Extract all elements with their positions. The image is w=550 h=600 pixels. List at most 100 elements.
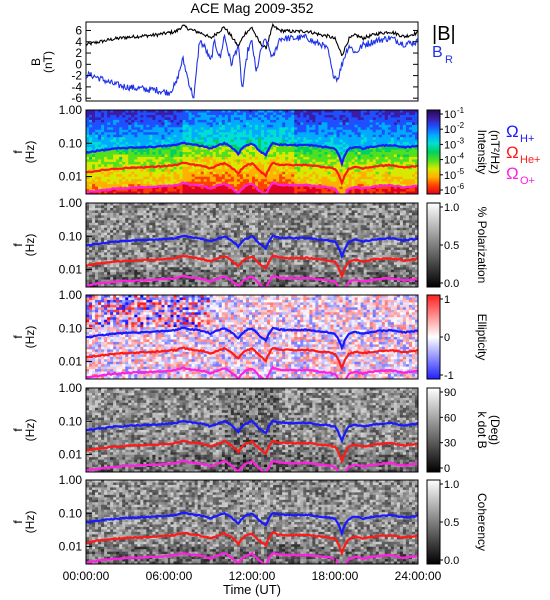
spectrogram-cell (86, 215, 90, 219)
spectrogram-cell (161, 149, 165, 153)
spectrogram-cell (140, 212, 144, 216)
spectrogram-cell (149, 212, 153, 216)
spectrogram-cell (381, 127, 386, 131)
spectrogram-cell (402, 110, 407, 113)
spectrogram-cell (158, 259, 162, 263)
spectrogram-cell (197, 129, 202, 133)
spectrogram-cell (155, 230, 159, 234)
spectrogram-cell (402, 171, 407, 175)
spectrogram-cell (348, 114, 352, 118)
spectrogram-cell (104, 217, 108, 221)
spectrogram-cell (297, 114, 301, 118)
spectrogram-cell (122, 144, 126, 148)
spectrogram-cell (279, 169, 283, 173)
spectrogram-cell (161, 282, 165, 285)
spectrogram-cell (279, 166, 283, 170)
spectrogram-cell (203, 129, 208, 133)
spectrogram-cell (351, 161, 356, 165)
spectrogram-cell (312, 186, 316, 190)
spectrogram-cell (396, 142, 401, 145)
spectrogram-cell (185, 247, 190, 251)
spectrogram-cell (324, 149, 328, 153)
spectrogram-cell (89, 156, 93, 160)
spectrogram-cell (95, 129, 99, 133)
spectrogram-cell (239, 156, 244, 160)
spectrogram-cell (393, 117, 398, 121)
spectrogram-cell (137, 124, 141, 128)
spectrogram-cell (203, 179, 208, 183)
spectrogram-cell (282, 181, 286, 185)
spectrogram-cell (221, 117, 226, 121)
spectrogram-cell (212, 137, 217, 141)
spectrogram-cell (98, 207, 102, 211)
spectrogram-cell (348, 156, 352, 160)
spectrogram-cell (134, 222, 138, 226)
spectrogram-cell (176, 176, 180, 180)
spectrogram-cell (101, 164, 105, 168)
spectrogram-cell (167, 189, 171, 192)
spectrogram-cell (312, 114, 316, 118)
spectrogram-cell (348, 142, 352, 145)
spectrogram-cell (405, 132, 410, 136)
spectrogram-cell (354, 142, 359, 145)
spectrogram-cell (369, 112, 374, 116)
spectrogram-cell (366, 110, 371, 113)
spectrogram-cell (137, 262, 141, 266)
spectrogram-cell (279, 176, 283, 180)
spectrogram-cell (233, 161, 238, 165)
spectrogram-cell (161, 203, 165, 206)
spectrogram-cell (291, 129, 295, 133)
spectrogram-cell (179, 217, 183, 221)
spectrogram-cell (402, 156, 407, 160)
spectrogram-cell (110, 132, 114, 136)
spectrogram-cell (354, 117, 359, 121)
spectrogram-cell (414, 179, 418, 183)
spectrogram-cell (348, 144, 352, 148)
spectrogram-cell (134, 277, 138, 280)
spectrogram-cell (387, 132, 392, 136)
spectrogram-cell (378, 112, 383, 116)
spectrogram-cell (104, 134, 108, 138)
spectrogram-cell (158, 235, 162, 238)
spectrogram-cell (167, 203, 171, 206)
spectrogram-cell (351, 171, 356, 175)
spectrogram-cell (351, 127, 356, 131)
spectrogram-cell (182, 249, 186, 253)
spectrogram-cell (119, 205, 123, 209)
spectrogram-cell (378, 134, 383, 138)
spectrogram-cell (333, 139, 337, 143)
spectrogram-cell (140, 222, 144, 226)
spectrogram-cell (86, 212, 90, 216)
spectrogram-cell (110, 119, 114, 123)
spectrogram-cell (95, 212, 99, 216)
spectrogram-cell (155, 166, 159, 170)
spectrogram-cell (221, 189, 226, 192)
spectrogram-cell (309, 174, 313, 178)
spectrogram-cell (137, 132, 141, 136)
spectrogram-cell (315, 174, 319, 178)
spectrogram-cell (245, 142, 250, 145)
spectrogram-cell (252, 114, 256, 118)
spectrogram-cell (273, 191, 277, 194)
spectrogram-cell (128, 257, 132, 261)
spectrogram-cell (330, 174, 334, 178)
spectrogram-cell (396, 124, 401, 128)
spectrogram-cell (327, 164, 331, 168)
spectrogram-cell (140, 207, 144, 211)
spectrogram-cell (252, 174, 256, 178)
spectrogram-cell (125, 269, 129, 273)
spectrogram-cell (92, 122, 96, 126)
spectrogram-cell (273, 114, 277, 118)
spectrogram-cell (306, 189, 310, 192)
spectrogram-cell (167, 117, 171, 121)
spectrogram-cell (399, 122, 404, 126)
spectrogram-cell (306, 181, 310, 185)
spectrogram-cell (116, 235, 120, 238)
spectrogram-cell (321, 119, 325, 123)
spectrogram-cell (360, 142, 365, 145)
spectrogram-cell (309, 186, 313, 190)
spectrogram-cell (227, 122, 232, 126)
spectrogram-cell (245, 114, 250, 118)
spectrogram-cell (101, 230, 105, 234)
spectrogram-cell (161, 132, 165, 136)
